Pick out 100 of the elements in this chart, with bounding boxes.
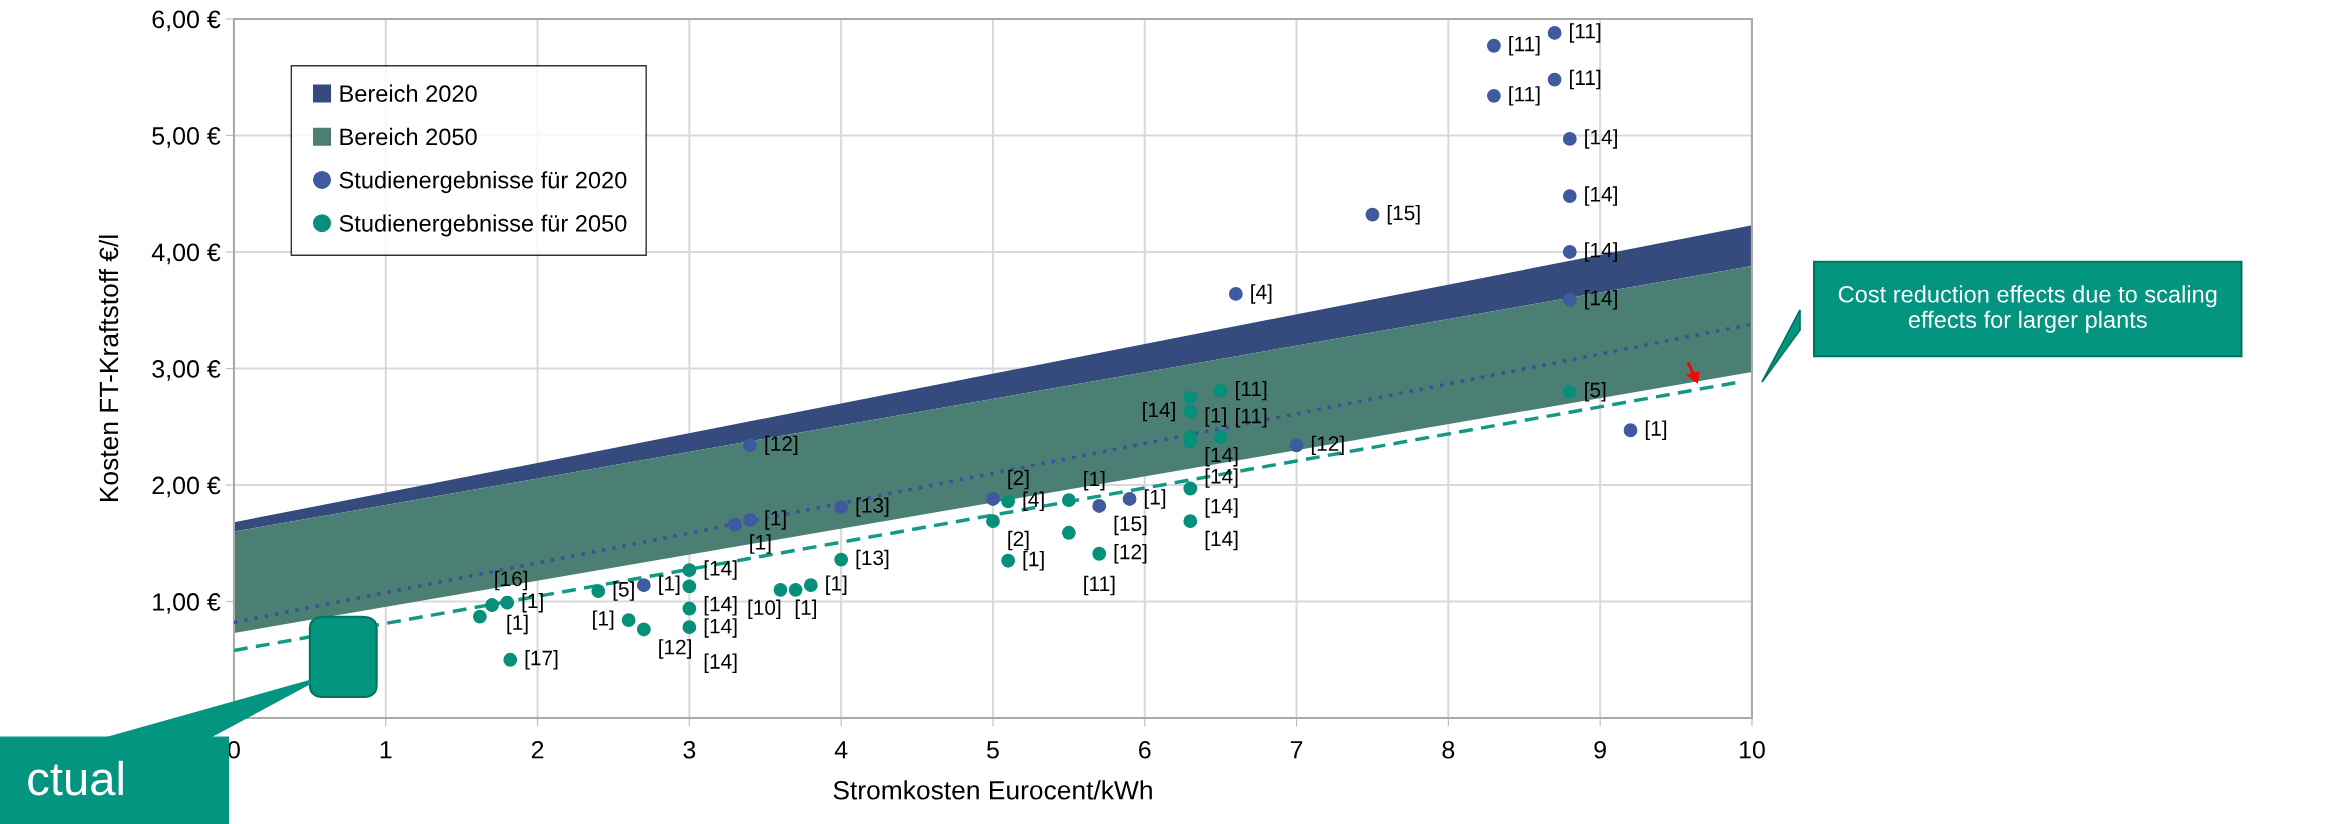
x-tick-label: 6 — [1139, 740, 1151, 759]
annotation: [14] — [1585, 186, 1617, 206]
point — [682, 579, 697, 594]
point — [1289, 438, 1304, 453]
annotation: [11] — [1569, 69, 1601, 90]
point — [803, 578, 818, 593]
point — [1183, 514, 1198, 529]
point — [1547, 72, 1562, 87]
annotation: [1] — [1144, 489, 1166, 509]
annotation: [14] — [1205, 498, 1238, 518]
point — [1092, 546, 1107, 561]
point — [1183, 390, 1198, 405]
annotation: [15] — [1114, 515, 1147, 536]
x-tick-label: 2 — [531, 740, 544, 759]
y-tick-label: 3,00 € — [152, 360, 221, 381]
text: ctual — [28, 760, 123, 796]
point — [472, 609, 487, 624]
annotation: [2] — [1008, 530, 1029, 551]
annotation: [14] — [704, 560, 737, 580]
point — [1547, 26, 1562, 40]
annotation: [15] — [1387, 204, 1420, 225]
point — [1486, 38, 1501, 53]
point — [621, 613, 636, 628]
x-tick-label: 1 — [380, 741, 392, 759]
annotation: [14] — [704, 618, 737, 638]
x-tick-label: 8 — [1442, 740, 1455, 759]
y-tick-label: 6,00 € — [152, 10, 221, 32]
x-axis-title: Stromkosten Eurocent/kWh — [833, 780, 1152, 800]
point — [1562, 189, 1577, 203]
point — [1001, 553, 1016, 568]
x-tick-label: 4 — [834, 741, 848, 759]
annotation: [5] — [1585, 382, 1606, 402]
y-tick-label: 1,00 € — [153, 593, 221, 614]
annotation: [14] — [704, 596, 737, 616]
point — [834, 552, 849, 567]
annotation: [14] — [1585, 129, 1617, 149]
point — [1183, 481, 1198, 496]
annotation: [13] — [856, 549, 889, 570]
point — [591, 584, 606, 598]
annotation: [5] — [613, 581, 634, 601]
annotation: [12] — [1114, 544, 1147, 564]
annotation: [17] — [525, 650, 558, 670]
point — [636, 578, 651, 593]
annotation: [1] — [659, 575, 680, 595]
annotation: [12] — [765, 435, 798, 456]
point — [1486, 88, 1501, 103]
point — [1562, 132, 1577, 146]
point — [500, 595, 515, 610]
point — [1092, 499, 1107, 513]
point — [743, 438, 757, 453]
x-tick-label: 10 — [1739, 740, 1765, 759]
x-tick-label: 3 — [683, 740, 696, 759]
x-tick-label: 5 — [987, 741, 999, 759]
annotation: [12] — [659, 639, 691, 659]
point — [485, 598, 499, 612]
point — [682, 601, 697, 616]
annotation: [14] — [1205, 530, 1238, 551]
point — [682, 563, 697, 577]
legend-label: Studienergebnisse für 2050 — [339, 214, 627, 237]
annotation: [11] — [1509, 36, 1540, 56]
point — [503, 652, 518, 667]
annotation: [14] — [1205, 468, 1238, 488]
annotation: [11] — [1236, 380, 1267, 401]
annotation: [14] — [1143, 401, 1175, 422]
point — [1562, 384, 1577, 399]
point — [1213, 430, 1228, 445]
y-tick-label: 4,00 € — [151, 243, 221, 265]
point — [834, 500, 849, 515]
point — [636, 622, 651, 637]
annotation: [4] — [1251, 284, 1272, 304]
y-tick-label: 2,00 € — [152, 476, 221, 498]
legend-label: Bereich 2020 — [340, 84, 477, 102]
annotation: [1] — [795, 599, 817, 620]
annotation: [14] — [1205, 446, 1238, 467]
annotation: [1] — [1023, 551, 1044, 571]
annotation: [1] — [1205, 407, 1226, 427]
text: Cost reduction effects due to scaling effects for larger plants — [1838, 285, 2217, 333]
point — [682, 620, 697, 635]
point — [1061, 493, 1076, 508]
annotation: [11] — [1569, 23, 1601, 43]
point — [727, 517, 742, 532]
point — [986, 492, 1000, 506]
annotation: [1] — [1645, 420, 1667, 440]
point — [1228, 287, 1243, 301]
point — [1183, 404, 1198, 419]
point — [773, 582, 788, 597]
point — [1001, 494, 1016, 509]
point — [1122, 492, 1137, 506]
point — [1213, 383, 1228, 398]
annotation: [11] — [1084, 575, 1115, 596]
annotation: [1] — [826, 575, 847, 595]
annotation: [14] — [704, 653, 737, 673]
annotation: [16] — [495, 570, 528, 591]
annotation: [4] — [1023, 491, 1044, 512]
annotation: [1] — [522, 592, 543, 613]
annotation: [1] — [765, 510, 786, 530]
annotation: [11] — [1236, 408, 1267, 428]
point — [1061, 525, 1076, 540]
point — [1623, 423, 1638, 438]
y-tick-label: 5,00 € — [152, 127, 221, 148]
